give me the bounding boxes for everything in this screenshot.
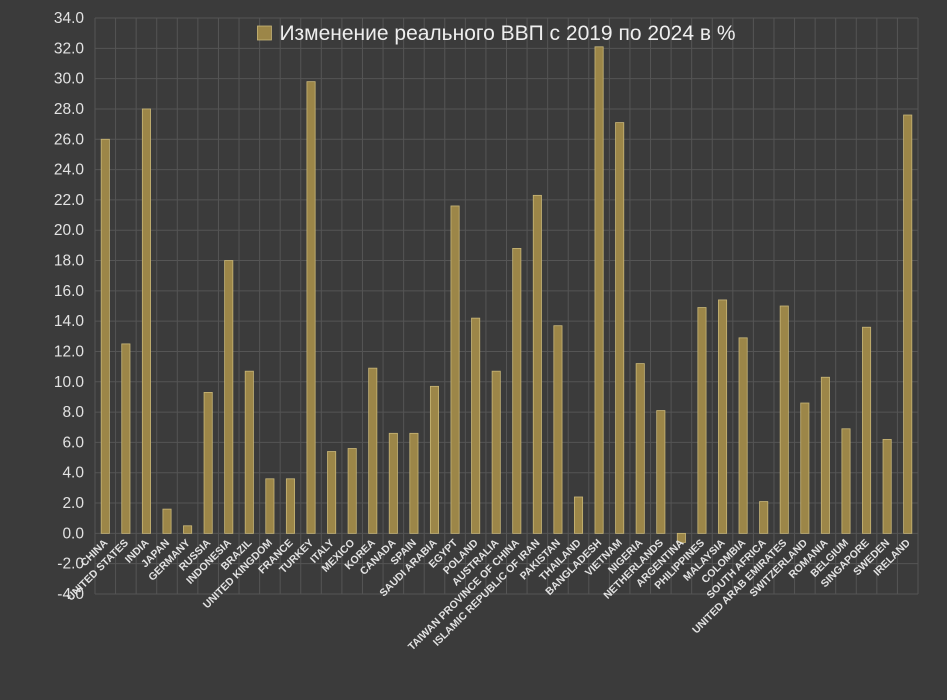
y-tick-label: 6.0 <box>62 434 84 451</box>
legend-swatch <box>257 25 272 41</box>
bar <box>141 108 151 534</box>
bar <box>162 508 172 534</box>
bar <box>512 247 522 534</box>
bar <box>306 81 316 534</box>
bars <box>100 46 913 543</box>
bar <box>800 402 810 534</box>
legend-label: Изменение реального ВВП с 2019 по 2024 в… <box>279 22 735 45</box>
y-tick-label: 16.0 <box>54 283 85 300</box>
y-tick-label: -4.0 <box>57 586 84 603</box>
y-tick-label: 30.0 <box>54 71 85 88</box>
y-tick-label: 22.0 <box>54 192 85 209</box>
bar <box>327 451 337 534</box>
bar <box>532 194 542 534</box>
y-tick-label: 26.0 <box>54 131 85 148</box>
bar <box>862 326 872 534</box>
bar <box>244 370 254 534</box>
bar <box>841 428 851 534</box>
bar <box>738 337 748 534</box>
gridlines <box>94 17 919 595</box>
y-tick-label: 0.0 <box>62 525 84 542</box>
y-tick-label: 32.0 <box>54 40 85 57</box>
bar <box>388 432 398 534</box>
bar <box>183 525 193 534</box>
bar <box>697 307 707 534</box>
bar <box>491 370 501 534</box>
bar <box>759 501 769 534</box>
bar <box>471 317 481 534</box>
bar <box>676 532 686 543</box>
bar <box>573 496 584 534</box>
y-tick-label: 18.0 <box>54 253 85 270</box>
y-tick-label: -2.0 <box>57 556 84 573</box>
bar <box>553 325 563 534</box>
bar <box>594 46 604 534</box>
bar <box>429 385 440 534</box>
bar <box>450 205 460 534</box>
legend: Изменение реального ВВП с 2019 по 2024 в… <box>257 22 736 45</box>
bar <box>121 343 131 534</box>
bar <box>368 367 378 534</box>
y-axis-tick-labels: -4.0 -2.0 0.0 2.0 4.0 6.0 8.0 10.0 12.0 14.0 16.0 1… <box>54 10 85 603</box>
bar <box>820 376 830 534</box>
y-tick-label: 10.0 <box>54 374 85 391</box>
y-tick-label: 12.0 <box>54 343 85 360</box>
y-tick-label: 4.0 <box>62 465 84 482</box>
bar <box>203 391 213 534</box>
y-tick-label: 24.0 <box>54 162 85 179</box>
bar <box>718 299 728 534</box>
bar <box>347 448 357 534</box>
bar <box>882 438 892 534</box>
y-tick-label: 2.0 <box>62 495 84 512</box>
bar <box>903 114 913 534</box>
bar <box>100 138 110 534</box>
bar <box>224 260 234 534</box>
bar <box>409 432 419 534</box>
bar <box>615 122 625 534</box>
y-tick-label: 34.0 <box>54 10 85 27</box>
y-tick-label: 8.0 <box>62 404 84 421</box>
y-tick-label: 20.0 <box>54 222 85 239</box>
bar <box>635 363 645 534</box>
bar <box>656 410 666 534</box>
y-tick-label: 28.0 <box>54 101 85 118</box>
y-tick-label: 14.0 <box>54 313 85 330</box>
bar <box>265 478 275 534</box>
bar <box>285 478 295 534</box>
bar <box>779 305 789 534</box>
